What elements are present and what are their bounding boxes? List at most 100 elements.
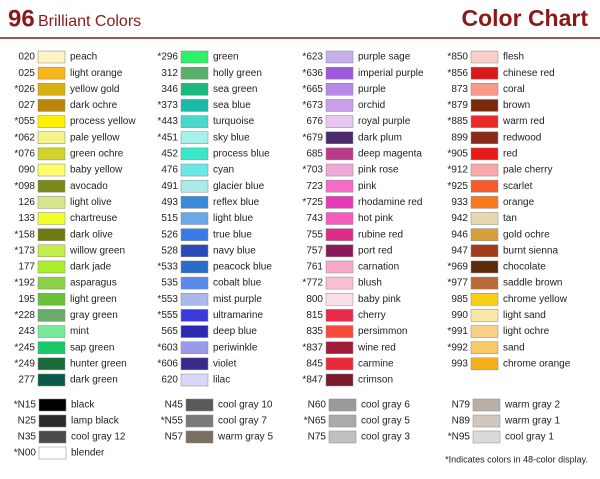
swatch bbox=[180, 373, 209, 387]
color-name: purple bbox=[358, 84, 386, 95]
color-name: rubine red bbox=[358, 229, 403, 240]
color-name: dark olive bbox=[70, 229, 113, 240]
color-code: *N65 bbox=[304, 416, 327, 427]
color-code: 493 bbox=[161, 197, 178, 208]
swatch bbox=[37, 228, 66, 241]
swatch bbox=[325, 66, 354, 80]
color-name: turquoise bbox=[213, 116, 255, 127]
color-name: hot pink bbox=[358, 213, 394, 224]
swatch bbox=[325, 212, 354, 225]
color-name: red bbox=[503, 149, 517, 160]
color-code: 565 bbox=[161, 326, 178, 337]
color-name: yellow gold bbox=[70, 84, 119, 95]
color-code: *925 bbox=[447, 181, 468, 192]
color-code: 476 bbox=[161, 165, 178, 176]
color-name: pink bbox=[358, 181, 377, 192]
swatch bbox=[325, 147, 354, 161]
swatch bbox=[328, 414, 357, 428]
swatch bbox=[37, 244, 66, 258]
swatch bbox=[180, 244, 209, 258]
color-code: 491 bbox=[161, 181, 178, 192]
color-name: green ochre bbox=[70, 149, 124, 160]
color-code: N60 bbox=[308, 400, 327, 411]
color-name: peach bbox=[70, 52, 97, 63]
color-code: 243 bbox=[18, 326, 35, 337]
swatch bbox=[325, 228, 354, 241]
color-name: chocolate bbox=[503, 262, 546, 273]
color-code: 947 bbox=[451, 245, 468, 256]
swatch bbox=[37, 260, 66, 274]
color-code: N35 bbox=[18, 432, 37, 443]
color-code: *772 bbox=[302, 278, 323, 289]
color-code: 946 bbox=[451, 229, 468, 240]
swatch bbox=[38, 430, 67, 444]
color-code: 195 bbox=[18, 294, 35, 305]
color-name: hunter green bbox=[70, 358, 127, 369]
color-code: 845 bbox=[306, 358, 323, 369]
color-name: process yellow bbox=[70, 116, 136, 127]
swatch bbox=[180, 163, 209, 177]
color-code: *847 bbox=[302, 375, 323, 386]
color-code: 090 bbox=[18, 165, 35, 176]
swatch bbox=[180, 99, 209, 112]
swatch bbox=[325, 163, 354, 177]
color-name: crimson bbox=[358, 375, 393, 386]
swatch bbox=[180, 131, 209, 144]
color-name: cool gray 3 bbox=[361, 432, 410, 443]
swatch bbox=[180, 212, 209, 225]
swatch bbox=[325, 83, 354, 96]
swatch bbox=[470, 66, 499, 80]
swatch bbox=[470, 341, 499, 354]
color-name: orchid bbox=[358, 100, 385, 111]
color-name: blush bbox=[358, 278, 382, 289]
color-name: avocado bbox=[70, 181, 108, 192]
swatch bbox=[37, 163, 66, 177]
swatch bbox=[180, 276, 209, 290]
color-name: light sand bbox=[503, 310, 546, 321]
swatch bbox=[37, 325, 66, 338]
swatch bbox=[328, 398, 357, 412]
color-name: baby yellow bbox=[70, 165, 123, 176]
color-name: baby pink bbox=[358, 294, 402, 305]
swatch bbox=[470, 50, 499, 64]
color-code: *969 bbox=[447, 262, 468, 273]
color-code: *N00 bbox=[14, 448, 37, 459]
color-name: mist purple bbox=[213, 294, 262, 305]
swatch bbox=[325, 260, 354, 274]
color-code: *850 bbox=[447, 52, 468, 63]
color-code: *885 bbox=[447, 116, 468, 127]
color-code: *555 bbox=[157, 310, 178, 321]
swatch bbox=[37, 357, 66, 371]
color-name: brown bbox=[503, 100, 530, 111]
color-code: 177 bbox=[18, 262, 35, 273]
color-name: sap green bbox=[70, 342, 114, 353]
swatch bbox=[37, 373, 66, 387]
color-code: *098 bbox=[14, 181, 35, 192]
swatch bbox=[185, 414, 214, 428]
swatch bbox=[472, 398, 501, 412]
color-code: *679 bbox=[302, 132, 323, 143]
color-name: true blue bbox=[213, 229, 252, 240]
color-name: navy blue bbox=[213, 245, 256, 256]
color-code: *725 bbox=[302, 197, 323, 208]
swatch bbox=[185, 398, 214, 412]
color-code: *673 bbox=[302, 100, 323, 111]
color-code: *443 bbox=[157, 116, 178, 127]
swatch bbox=[38, 446, 67, 460]
swatch bbox=[470, 196, 499, 209]
color-name: dark green bbox=[70, 375, 118, 386]
color-name: deep magenta bbox=[358, 149, 422, 160]
swatch bbox=[38, 398, 67, 412]
swatch bbox=[37, 179, 66, 193]
swatch bbox=[185, 430, 214, 444]
swatch bbox=[37, 131, 66, 144]
swatch bbox=[325, 179, 354, 193]
color-code: 126 bbox=[18, 197, 35, 208]
swatch bbox=[325, 50, 354, 64]
color-name: sea blue bbox=[213, 100, 251, 111]
color-name: asparagus bbox=[70, 278, 117, 289]
swatch bbox=[325, 131, 354, 144]
swatch bbox=[470, 325, 499, 338]
color-code: N79 bbox=[452, 400, 471, 411]
